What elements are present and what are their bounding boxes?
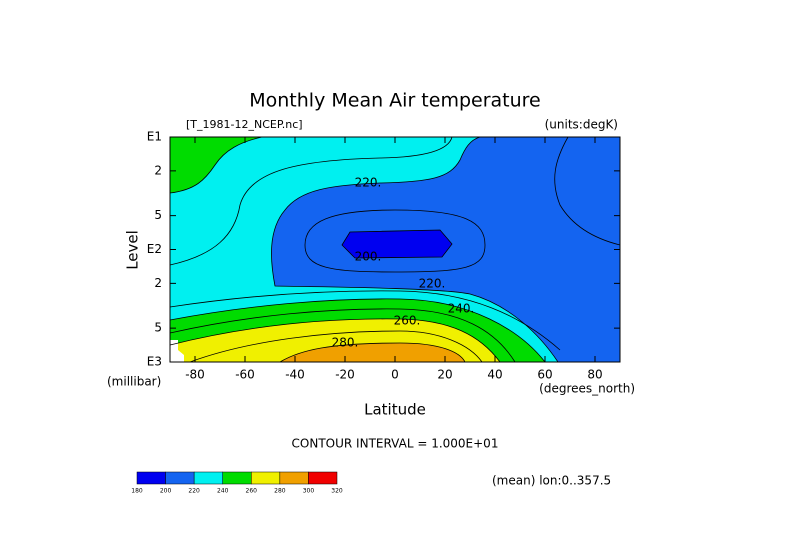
units: (units:degK) bbox=[545, 118, 618, 132]
contour-label: 220. bbox=[355, 176, 382, 190]
contour-line bbox=[169, 136, 453, 266]
y-unit: (millibar) bbox=[107, 375, 161, 389]
y-tick-label: E1 bbox=[147, 130, 162, 144]
colorbar-label: 280 bbox=[274, 488, 286, 495]
x-tick-label: -80 bbox=[185, 368, 205, 382]
colorbar-label: 320 bbox=[331, 488, 343, 495]
colorbar-box bbox=[279, 471, 309, 485]
contour-line bbox=[169, 290, 561, 351]
y-tick-label: 5 bbox=[154, 321, 162, 335]
contour-interval: CONTOUR INTERVAL = 1.000E+01 bbox=[292, 437, 499, 451]
colorbar-label: 240 bbox=[217, 488, 229, 495]
contour-line bbox=[271, 136, 559, 363]
x-tick-label: 80 bbox=[587, 368, 602, 382]
contour-label: 260. bbox=[394, 314, 421, 328]
x-tick-label: -40 bbox=[285, 368, 305, 382]
colorbar-label: 180 bbox=[131, 488, 143, 495]
colorbar-label: 300 bbox=[303, 488, 315, 495]
y-axis-label: Level bbox=[124, 230, 142, 270]
contour-label: 240. bbox=[448, 302, 475, 316]
missing-area bbox=[170, 340, 184, 362]
contour-label: 200. bbox=[355, 250, 382, 264]
colorbar-box bbox=[165, 471, 195, 485]
contour-line bbox=[169, 298, 546, 363]
x-unit: (degrees_north) bbox=[539, 382, 635, 396]
contour-line bbox=[341, 229, 453, 259]
colorbar-box bbox=[136, 471, 166, 485]
x-tick-label: -60 bbox=[235, 368, 255, 382]
subtitle: [T_1981-12_NCEP.nc] bbox=[186, 118, 303, 131]
x-tick-label: 20 bbox=[437, 368, 452, 382]
contour-line bbox=[279, 342, 466, 363]
contour-fill bbox=[280, 343, 465, 362]
y-tick-label: E3 bbox=[147, 355, 162, 369]
contour-line bbox=[554, 136, 621, 246]
x-tick-label: 0 bbox=[391, 368, 399, 382]
contour-line bbox=[169, 318, 501, 363]
colorbar-box bbox=[308, 471, 338, 485]
contour-fill bbox=[170, 137, 262, 193]
x-tick-label: 40 bbox=[487, 368, 502, 382]
colorbar-label: 260 bbox=[246, 488, 258, 495]
chart-title: Monthly Mean Air temperature bbox=[249, 90, 540, 112]
contour-line bbox=[189, 330, 483, 363]
contour-fill bbox=[342, 230, 452, 258]
y-tick-label: 5 bbox=[154, 208, 162, 222]
contour-line bbox=[304, 209, 486, 273]
contour-line bbox=[169, 308, 516, 363]
colorbar-box bbox=[193, 471, 223, 485]
contour-label: 220. bbox=[419, 277, 446, 291]
colorbar-box bbox=[222, 471, 252, 485]
colorbar-label: 200 bbox=[160, 488, 172, 495]
x-tick-label: 60 bbox=[537, 368, 552, 382]
y-tick-label: 2 bbox=[154, 276, 162, 290]
y-tick-label: 2 bbox=[154, 163, 162, 177]
y-tick-label: E2 bbox=[147, 242, 162, 256]
note: (mean) lon:0..357.5 bbox=[492, 474, 611, 488]
x-axis-label: Latitude bbox=[364, 401, 426, 419]
colorbar-box bbox=[251, 471, 281, 485]
colorbar-label: 220 bbox=[188, 488, 200, 495]
contour-label: 280. bbox=[332, 336, 359, 350]
x-tick-label: -20 bbox=[335, 368, 355, 382]
